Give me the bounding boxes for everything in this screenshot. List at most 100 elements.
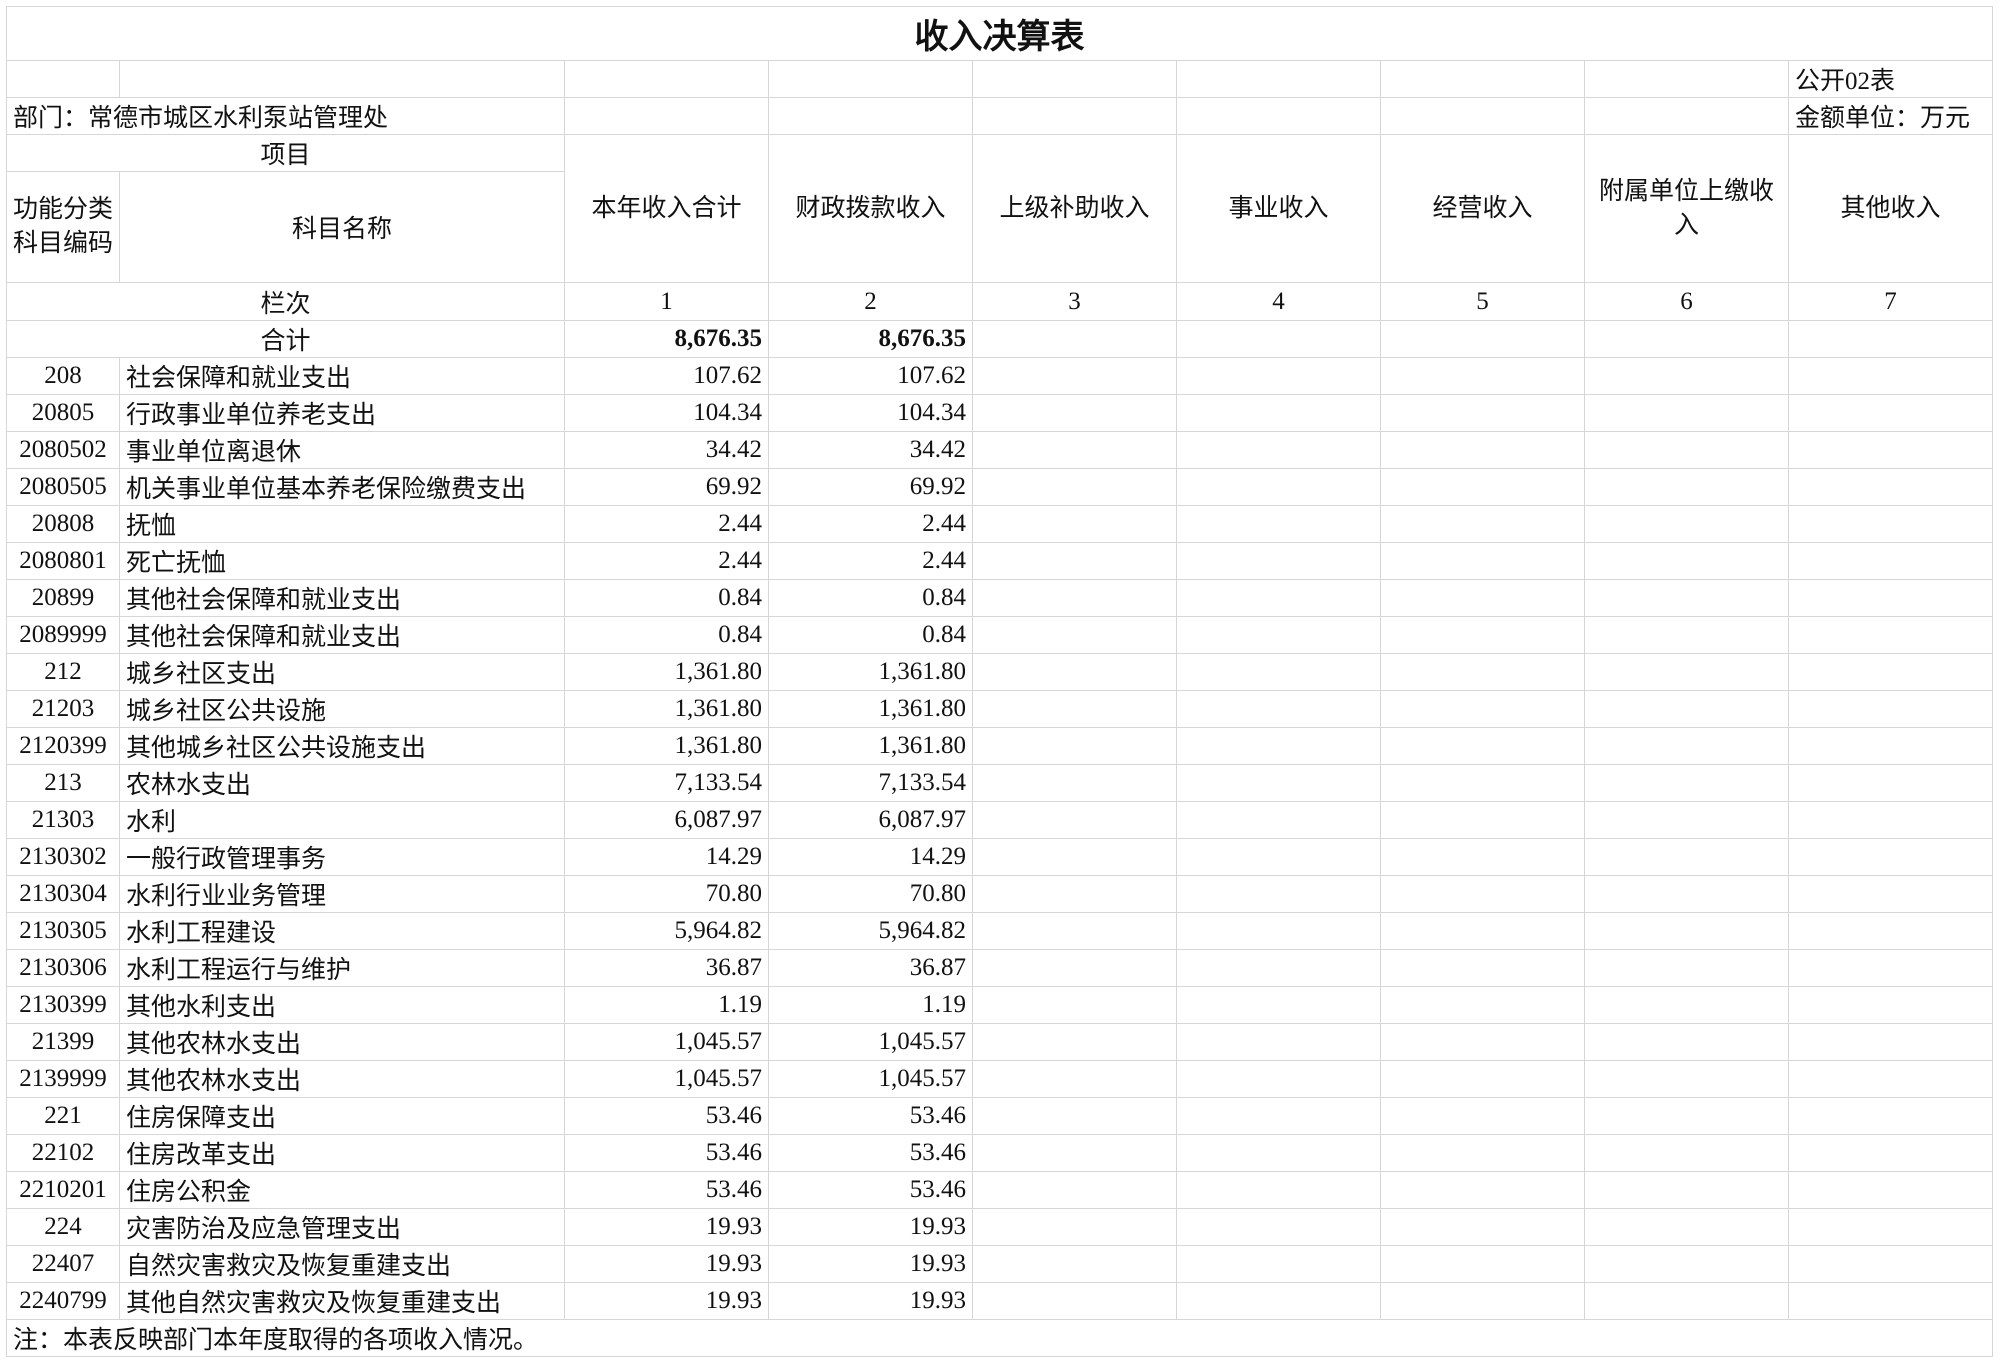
amount: 1.19 <box>768 986 973 1024</box>
cell <box>1787 1134 1994 1172</box>
cell <box>972 1023 1177 1061</box>
cell <box>1787 949 1994 987</box>
cell <box>972 949 1177 987</box>
column-number: 2 <box>768 282 973 321</box>
cell <box>1380 616 1585 654</box>
cell <box>6 60 120 98</box>
cell <box>1787 616 1994 654</box>
cell <box>1787 1282 1994 1320</box>
subject-name: 行政事业单位养老支出 <box>119 394 565 432</box>
cell <box>1176 431 1381 469</box>
subject-code: 2130306 <box>6 949 120 987</box>
cell <box>972 653 1177 691</box>
amount: 69.92 <box>564 468 769 506</box>
cell <box>972 1097 1177 1135</box>
cell <box>1176 320 1381 358</box>
cell <box>1787 1023 1994 1061</box>
header-code: 功能分类科目编码 <box>6 171 120 283</box>
subject-name: 其他城乡社区公共设施支出 <box>119 727 565 765</box>
amount: 70.80 <box>564 875 769 913</box>
cell <box>1787 320 1994 358</box>
subject-name: 事业单位离退休 <box>119 431 565 469</box>
table-row: 221 住房保障支出 53.46 53.46 <box>6 1097 1994 1135</box>
cell <box>1176 616 1381 654</box>
cell <box>768 60 973 98</box>
cell <box>1787 690 1994 728</box>
amount: 53.46 <box>564 1097 769 1135</box>
cell <box>972 97 1177 135</box>
cell <box>1584 542 1789 580</box>
cell <box>1584 949 1789 987</box>
amount: 1,045.57 <box>564 1023 769 1061</box>
subject-name: 灾害防治及应急管理支出 <box>119 1208 565 1246</box>
amount: 0.84 <box>564 579 769 617</box>
table-row: 2120399 其他城乡社区公共设施支出 1,361.80 1,361.80 <box>6 727 1994 765</box>
cell <box>1176 60 1381 98</box>
cell <box>1584 468 1789 506</box>
cell <box>1380 60 1585 98</box>
cell <box>1584 653 1789 691</box>
cell <box>972 986 1177 1024</box>
table-row: 213 农林水支出 7,133.54 7,133.54 <box>6 764 1994 802</box>
amount: 2.44 <box>768 542 973 580</box>
table-row: 2080502 事业单位离退休 34.42 34.42 <box>6 431 1994 469</box>
cell <box>972 468 1177 506</box>
amount: 70.80 <box>768 875 973 913</box>
column-number: 3 <box>972 282 1177 321</box>
table-row: 2130305 水利工程建设 5,964.82 5,964.82 <box>6 912 1994 950</box>
cell <box>1787 912 1994 950</box>
cell <box>1584 875 1789 913</box>
column-header: 财政拨款收入 <box>768 134 973 283</box>
amount: 5,964.82 <box>768 912 973 950</box>
cell <box>1176 727 1381 765</box>
cell <box>972 1282 1177 1320</box>
amount: 1,361.80 <box>768 690 973 728</box>
cell <box>1176 1208 1381 1246</box>
cell <box>972 727 1177 765</box>
cell <box>1380 653 1585 691</box>
cell <box>1380 949 1585 987</box>
cell <box>1584 690 1789 728</box>
cell <box>1176 875 1381 913</box>
subject-code: 22102 <box>6 1134 120 1172</box>
table-row: 2130399 其他水利支出 1.19 1.19 <box>6 986 1994 1024</box>
column-header: 其他收入 <box>1787 134 1994 283</box>
cell <box>1176 912 1381 950</box>
cell <box>1787 1060 1994 1098</box>
cell <box>1584 727 1789 765</box>
cell <box>1380 1282 1585 1320</box>
cell <box>1380 764 1585 802</box>
column-number: 5 <box>1380 282 1585 321</box>
subject-name: 水利工程运行与维护 <box>119 949 565 987</box>
cell <box>1584 616 1789 654</box>
cell <box>1380 1245 1585 1283</box>
amount: 7,133.54 <box>564 764 769 802</box>
table-row: 2080801 死亡抚恤 2.44 2.44 <box>6 542 1994 580</box>
cell <box>972 1208 1177 1246</box>
cell <box>1584 97 1789 135</box>
amount: 1.19 <box>564 986 769 1024</box>
cell <box>1380 579 1585 617</box>
amount: 53.46 <box>768 1171 973 1209</box>
cell <box>768 97 973 135</box>
subject-code: 21399 <box>6 1023 120 1061</box>
cell <box>972 1060 1177 1098</box>
cell <box>1787 394 1994 432</box>
table-row: 2080505 机关事业单位基本养老保险缴费支出 69.92 69.92 <box>6 468 1994 506</box>
amount: 34.42 <box>768 431 973 469</box>
amount: 1,045.57 <box>768 1060 973 1098</box>
subject-code: 212 <box>6 653 120 691</box>
cell <box>1380 505 1585 543</box>
amount: 0.84 <box>768 616 973 654</box>
amount: 53.46 <box>768 1097 973 1135</box>
table-row: 2240799 其他自然灾害救灾及恢复重建支出 19.93 19.93 <box>6 1282 1994 1320</box>
amount: 104.34 <box>564 394 769 432</box>
cell <box>1787 1097 1994 1135</box>
subject-code: 208 <box>6 357 120 395</box>
amount: 36.87 <box>768 949 973 987</box>
amount: 107.62 <box>564 357 769 395</box>
amount: 0.84 <box>768 579 973 617</box>
cell <box>1380 838 1585 876</box>
cell <box>972 542 1177 580</box>
